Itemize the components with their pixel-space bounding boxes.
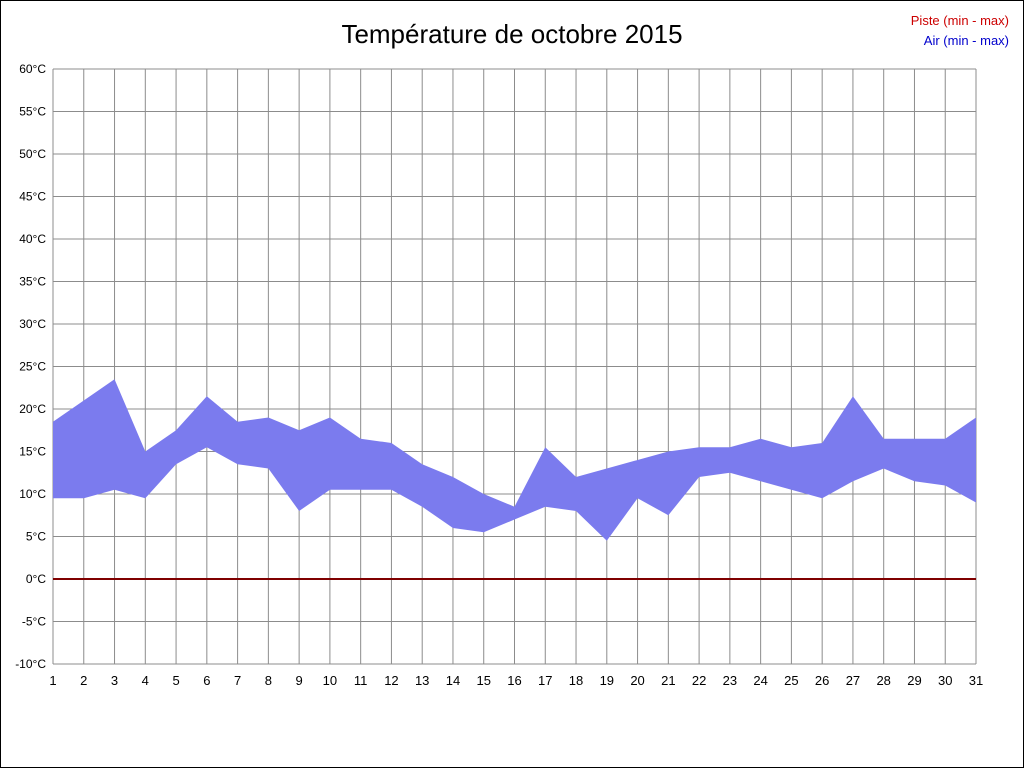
x-axis-tick-label: 4 bbox=[142, 673, 149, 688]
x-axis-tick-label: 27 bbox=[846, 673, 860, 688]
y-axis-tick-label: -10°C bbox=[15, 657, 46, 671]
y-axis-tick-label: 55°C bbox=[19, 105, 46, 119]
y-axis-tick-label: 25°C bbox=[19, 360, 46, 374]
x-axis-tick-label: 6 bbox=[203, 673, 210, 688]
x-axis-tick-label: 25 bbox=[784, 673, 798, 688]
x-axis-tick-label: 18 bbox=[569, 673, 583, 688]
x-axis-tick-label: 9 bbox=[296, 673, 303, 688]
x-axis-tick-label: 28 bbox=[876, 673, 890, 688]
y-axis-tick-label: 50°C bbox=[19, 147, 46, 161]
legend-item-air: Air (min - max) bbox=[923, 33, 1009, 48]
x-axis-tick-label: 1 bbox=[49, 673, 56, 688]
x-axis-tick-label: 21 bbox=[661, 673, 675, 688]
x-axis-tick-label: 31 bbox=[969, 673, 983, 688]
legend: Piste (min - max) Air (min - max) bbox=[911, 11, 1009, 51]
x-axis-tick-label: 13 bbox=[415, 673, 429, 688]
y-axis-tick-label: 35°C bbox=[19, 275, 46, 289]
x-axis-tick-label: 23 bbox=[723, 673, 737, 688]
x-axis-tick-label: 2 bbox=[80, 673, 87, 688]
x-axis-tick-label: 11 bbox=[354, 673, 368, 688]
x-axis-tick-label: 16 bbox=[507, 673, 521, 688]
legend-item-piste: Piste (min - max) bbox=[910, 13, 1009, 28]
air-minmax-band bbox=[53, 379, 976, 541]
y-axis-tick-label: 30°C bbox=[19, 317, 46, 331]
x-axis-tick-label: 19 bbox=[600, 673, 614, 688]
y-axis-tick-label: -5°C bbox=[22, 615, 46, 629]
x-axis-tick-label: 8 bbox=[265, 673, 272, 688]
x-axis-tick-label: 14 bbox=[446, 673, 460, 688]
chart-title: Température de octobre 2015 bbox=[341, 19, 683, 49]
x-axis-tick-label: 15 bbox=[476, 673, 490, 688]
x-axis-tick-label: 29 bbox=[907, 673, 921, 688]
x-axis-tick-label: 17 bbox=[538, 673, 552, 688]
x-axis-tick-label: 26 bbox=[815, 673, 829, 688]
y-axis-tick-label: 20°C bbox=[19, 402, 46, 416]
x-axis-tick-label: 22 bbox=[692, 673, 706, 688]
x-axis-tick-label: 20 bbox=[630, 673, 644, 688]
y-axis-tick-label: 45°C bbox=[19, 190, 46, 204]
x-axis-tick-label: 12 bbox=[384, 673, 398, 688]
y-axis-tick-label: 60°C bbox=[19, 62, 46, 76]
y-axis-tick-label: 10°C bbox=[19, 487, 46, 501]
x-axis-tick-label: 3 bbox=[111, 673, 118, 688]
x-axis-tick-label: 10 bbox=[323, 673, 337, 688]
x-axis-tick-label: 5 bbox=[172, 673, 179, 688]
x-axis-tick-label: 24 bbox=[753, 673, 767, 688]
y-axis-tick-label: 40°C bbox=[19, 232, 46, 246]
y-axis-tick-label: 15°C bbox=[19, 445, 46, 459]
y-axis-tick-label: 0°C bbox=[26, 572, 46, 586]
x-axis-tick-label: 7 bbox=[234, 673, 241, 688]
y-axis-tick-label: 5°C bbox=[26, 530, 46, 544]
x-axis-tick-label: 30 bbox=[938, 673, 952, 688]
